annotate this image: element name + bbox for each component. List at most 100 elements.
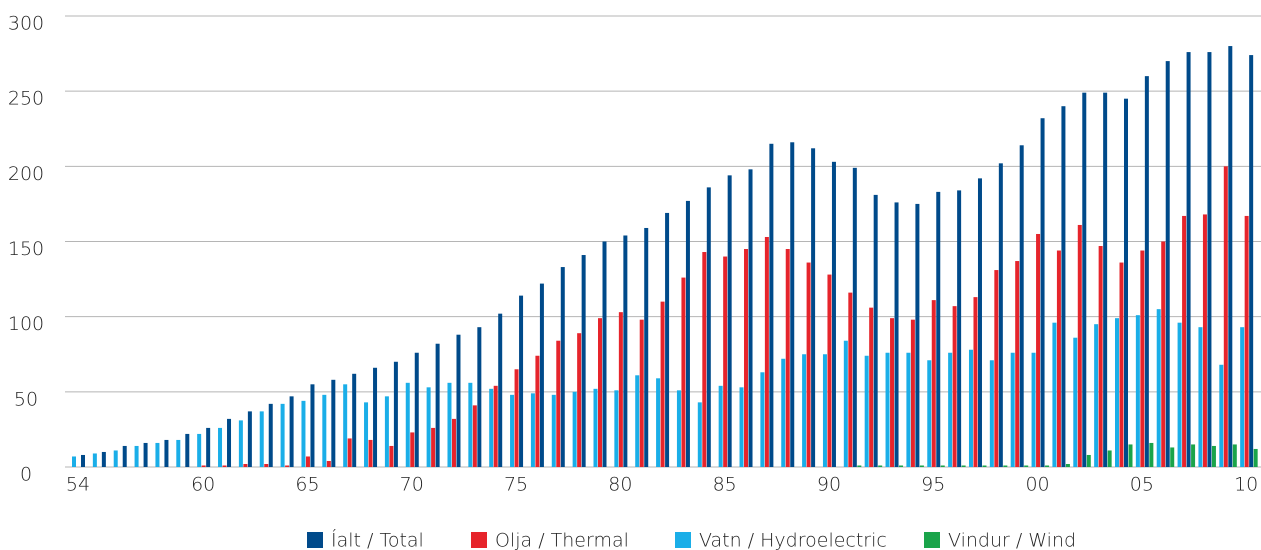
bar (906, 352, 911, 467)
bar (618, 312, 623, 467)
bar (831, 161, 836, 467)
bar (1232, 444, 1237, 467)
bar (1015, 261, 1020, 467)
bar (885, 352, 890, 467)
bar (1240, 327, 1245, 467)
bar (155, 442, 160, 467)
bar (744, 249, 749, 467)
bar (968, 349, 973, 467)
bar (414, 352, 419, 467)
bar (280, 403, 285, 467)
bar (598, 318, 602, 467)
bar (514, 369, 519, 467)
bar (322, 394, 327, 467)
bar (614, 390, 619, 467)
y-tick-label: 250 (8, 88, 44, 110)
bar (489, 388, 494, 467)
bar (1103, 92, 1108, 468)
bar (806, 262, 811, 467)
bar (72, 456, 76, 467)
bar (977, 178, 982, 468)
bar (656, 378, 661, 467)
bar (373, 367, 378, 467)
bar (1161, 241, 1166, 467)
bar (769, 143, 774, 468)
bar (326, 460, 331, 467)
bar (676, 390, 681, 467)
bar (468, 382, 473, 467)
bar (706, 187, 711, 467)
bar (1191, 444, 1196, 467)
bar (635, 375, 640, 467)
bar (551, 394, 556, 467)
bar (243, 463, 248, 467)
bar (206, 427, 211, 467)
bar (1065, 463, 1070, 467)
x-tick-label: 80 (608, 474, 632, 496)
bar (81, 454, 85, 467)
bar (931, 300, 936, 467)
bar (1202, 214, 1207, 467)
bar (723, 256, 728, 467)
bar (1040, 118, 1045, 467)
bar (802, 354, 807, 467)
bar (289, 396, 294, 467)
y-tick-label: 50 (14, 388, 38, 410)
bar (1207, 52, 1212, 468)
bar (560, 267, 565, 467)
bar (1140, 250, 1145, 467)
bar (910, 319, 915, 467)
x-tick-label: 90 (817, 474, 841, 496)
bar (101, 451, 106, 467)
x-tick-label: 85 (713, 474, 737, 496)
bar (456, 334, 461, 467)
x-tick-label: 65 (295, 474, 319, 496)
bar (1098, 246, 1103, 467)
bar (92, 453, 97, 467)
bar (727, 175, 732, 467)
bar (1045, 465, 1050, 467)
bar (936, 191, 941, 467)
bar (498, 313, 503, 467)
bar (869, 307, 874, 467)
bar (227, 418, 232, 467)
bar (1156, 309, 1161, 467)
x-tick-label: 05 (1130, 474, 1154, 496)
bar (760, 372, 765, 467)
bar (852, 167, 857, 467)
bar (952, 306, 957, 467)
bar (982, 465, 987, 467)
bar (218, 427, 223, 467)
y-tick-label: 300 (8, 13, 44, 35)
bar (305, 456, 310, 467)
x-tick-label: 70 (400, 474, 424, 496)
bar (948, 352, 953, 467)
bar (472, 405, 477, 467)
x-tick-label: 10 (1234, 474, 1258, 496)
bar (899, 465, 904, 467)
bar (1031, 352, 1036, 467)
bar (1024, 465, 1029, 467)
bar (447, 382, 452, 467)
bar (848, 292, 853, 467)
bar (556, 340, 561, 467)
bar (510, 394, 515, 467)
bar (122, 445, 127, 467)
bar (1019, 145, 1024, 467)
bar (1170, 447, 1175, 467)
bar (1128, 444, 1133, 467)
bar (352, 373, 357, 467)
legend-swatch (307, 532, 323, 548)
bar (1036, 233, 1041, 467)
bar (530, 393, 535, 467)
bar (961, 465, 966, 467)
bar (1186, 52, 1191, 468)
bar (697, 402, 702, 467)
bar (973, 297, 978, 467)
bar (873, 194, 878, 467)
bar (1061, 106, 1066, 467)
bar (1149, 442, 1154, 467)
bar (864, 355, 869, 467)
bar (259, 411, 264, 467)
